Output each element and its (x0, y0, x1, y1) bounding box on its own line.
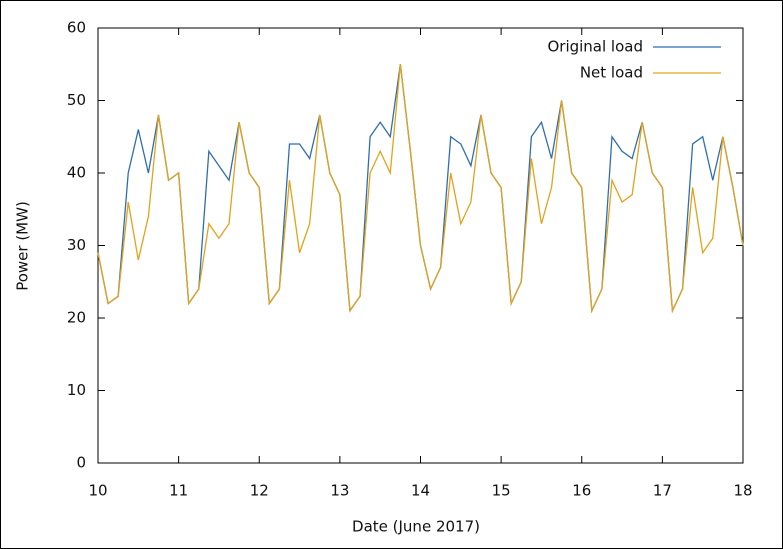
x-tick-label: 11 (169, 482, 188, 500)
x-tick-label: 14 (411, 482, 430, 500)
x-tick-label: 10 (88, 482, 107, 500)
y-tick-label: 50 (67, 91, 86, 109)
x-tick-label: 15 (492, 482, 511, 500)
x-axis-label: Date (June 2017) (352, 518, 480, 536)
x-tick-label: 12 (250, 482, 269, 500)
series-line (97, 64, 744, 314)
y-axis-label: Power (MW) (14, 201, 32, 291)
y-tick-label: 30 (67, 236, 86, 254)
x-tick-label: 18 (733, 482, 752, 500)
x-tick-label: 17 (653, 482, 672, 500)
legend-label: Original load (547, 38, 643, 56)
y-tick-label: 10 (67, 381, 86, 399)
x-tick-label: 16 (572, 482, 591, 500)
x-tick-label: 13 (330, 482, 349, 500)
y-tick-label: 20 (67, 309, 86, 327)
y-tick-label: 40 (67, 164, 86, 182)
legend-label: Net load (580, 64, 643, 82)
y-tick-label: 60 (67, 19, 86, 37)
y-tick-label: 0 (76, 454, 86, 472)
series-line (97, 64, 744, 314)
